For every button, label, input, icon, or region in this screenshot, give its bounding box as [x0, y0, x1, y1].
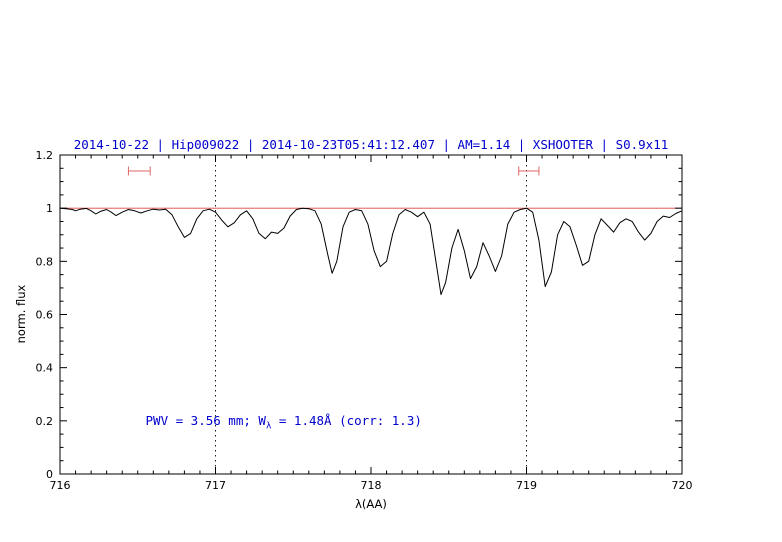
y-tick-label: 1 [46, 202, 53, 215]
annotation-lambda-sub: λ [265, 421, 272, 432]
x-tick-label: 720 [672, 479, 693, 492]
chart-title: 2014-10-22 | Hip009022 | 2014-10-23T05:4… [73, 137, 669, 152]
annotation-post: = 1.48Å (corr: 1.3) [271, 412, 422, 428]
y-axis-label: norm. flux [14, 284, 28, 344]
y-tick-label: 1.2 [36, 149, 54, 162]
x-axis-label: λ(AA) [355, 497, 387, 511]
y-tick-label: 0.6 [36, 309, 54, 322]
y-tick-label: 0 [46, 468, 53, 481]
pwv-annotation: PWV = 3.56 mm; Wλ = 1.48Å (corr: 1.3) [146, 413, 422, 432]
y-tick-label: 0.8 [36, 255, 54, 268]
y-tick-label: 0.4 [36, 362, 54, 375]
x-tick-label: 719 [516, 479, 537, 492]
x-tick-label: 718 [361, 479, 382, 492]
y-tick-label: 0.2 [36, 415, 54, 428]
x-tick-label: 716 [50, 479, 71, 492]
annotation-pre: PWV = 3.56 mm; W [145, 412, 266, 428]
spectrum-line [59, 207, 683, 296]
x-tick-label: 717 [205, 479, 226, 492]
